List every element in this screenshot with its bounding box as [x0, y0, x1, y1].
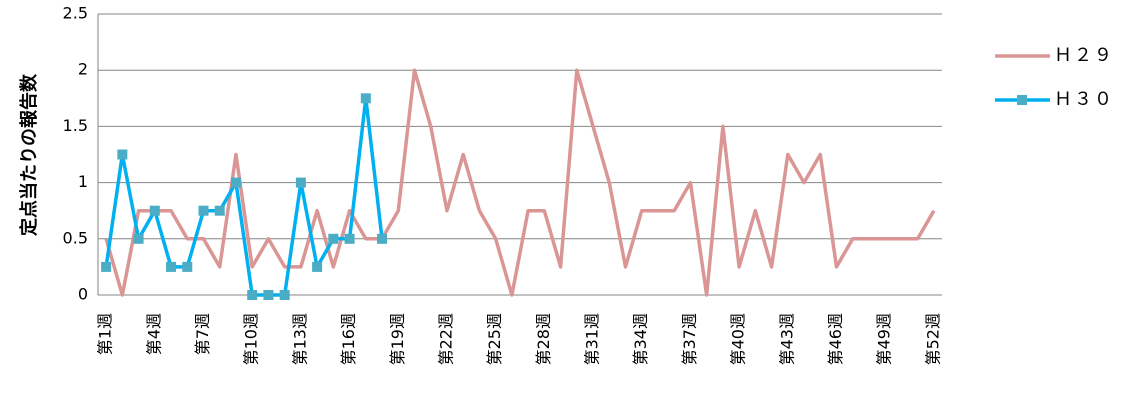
marker: [360, 93, 371, 104]
x-tick-label: 第25週: [485, 313, 504, 365]
x-tick-label: 第40週: [729, 313, 748, 365]
y-tick-label: 2.5: [63, 4, 88, 23]
legend-label: Ｈ３０: [1054, 89, 1114, 110]
marker: [198, 205, 209, 216]
marker: [133, 233, 144, 244]
marker: [149, 205, 160, 216]
x-tick-label: 第49週: [875, 313, 894, 365]
x-tick-label: 第13週: [290, 313, 309, 365]
marker: [312, 261, 323, 272]
y-tick-label: 2: [78, 60, 88, 79]
x-tick-label: 第28週: [534, 313, 553, 365]
x-tick-label: 第22週: [436, 313, 455, 365]
marker: [344, 233, 355, 244]
x-tick-label: 第19週: [388, 313, 407, 365]
x-tick-label: 第43週: [777, 313, 796, 365]
x-tick-label: 第46週: [826, 313, 845, 365]
x-tick-label: 第10週: [242, 313, 261, 365]
y-tick-label: 0: [78, 285, 88, 304]
marker: [182, 261, 193, 272]
x-tick-label: 第4週: [144, 313, 163, 355]
marker: [166, 261, 177, 272]
marker: [295, 177, 306, 188]
marker: [328, 233, 339, 244]
marker: [263, 290, 274, 300]
legend-label: Ｈ２９: [1054, 45, 1114, 66]
x-tick-label: 第16週: [339, 313, 358, 365]
y-axis-label: 定点当たりの報告数: [18, 73, 40, 236]
marker: [101, 261, 112, 272]
legend-marker: [1017, 95, 1027, 105]
marker: [377, 233, 388, 244]
x-tick-label: 第1週: [96, 313, 115, 355]
x-tick-label: 第7週: [193, 313, 212, 355]
y-tick-label: 0.5: [63, 228, 88, 247]
marker: [214, 205, 225, 216]
x-tick-label: 第52週: [923, 313, 942, 365]
y-tick-label: 1.5: [63, 116, 88, 135]
y-tick-label: 1: [78, 172, 88, 191]
marker: [230, 177, 241, 188]
marker: [279, 290, 290, 300]
x-tick-label: 第37週: [680, 313, 699, 365]
series-line: [104, 96, 384, 297]
x-tick-label: 第34週: [631, 313, 650, 365]
x-tick-label: 第31週: [583, 313, 602, 365]
marker: [247, 290, 258, 300]
marker: [117, 149, 128, 160]
series-line: [104, 68, 936, 297]
